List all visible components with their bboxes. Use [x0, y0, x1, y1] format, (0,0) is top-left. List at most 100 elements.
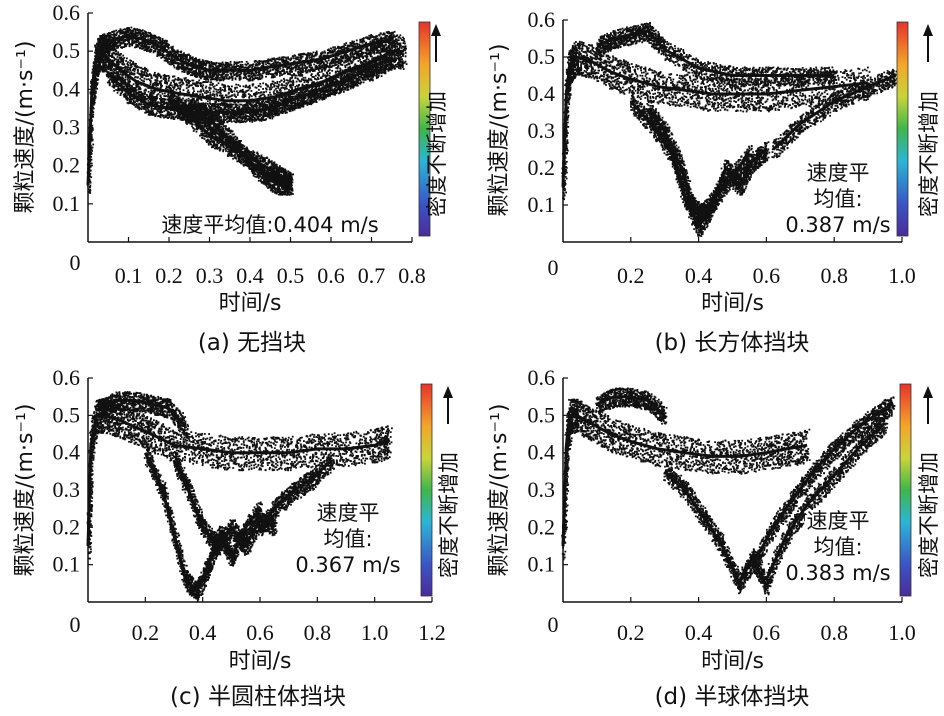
scatter-point: [89, 186, 91, 188]
scatter-point: [406, 63, 408, 65]
scatter-point: [99, 67, 101, 69]
scatter-point: [256, 91, 258, 93]
scatter-point: [131, 42, 133, 44]
scatter-point: [127, 27, 129, 29]
scatter-point: [124, 40, 126, 42]
scatter-point: [118, 63, 120, 65]
scatter-point: [106, 60, 108, 62]
scatter-point: [134, 34, 136, 36]
scatter-point: [220, 95, 222, 97]
scatter-point: [166, 87, 168, 89]
scatter-point: [121, 47, 123, 49]
scatter-point: [228, 89, 230, 91]
scatter-point: [396, 35, 398, 37]
scatter-point: [226, 94, 228, 96]
scatter-point: [318, 75, 320, 77]
scatter-point: [229, 67, 231, 69]
scatter-point: [160, 82, 162, 84]
scatter-point: [197, 100, 199, 102]
scatter-point: [205, 86, 207, 88]
scatter-point: [219, 77, 221, 79]
scatter-point: [255, 87, 257, 89]
scatter-point: [214, 85, 216, 87]
scatter-point: [177, 51, 179, 53]
scatter-point: [340, 69, 342, 71]
scatter-point: [191, 57, 193, 59]
scatter-point: [99, 37, 101, 39]
scatter-point: [270, 83, 272, 85]
scatter-point: [204, 81, 206, 83]
scatter-point: [269, 92, 271, 94]
scatter-point: [231, 95, 233, 97]
scatter-point: [129, 79, 131, 81]
scatter-point: [150, 81, 152, 83]
scatter-point: [153, 75, 155, 77]
scatter-point: [378, 75, 380, 77]
scatter-point: [236, 87, 238, 89]
scatter-point: [135, 44, 137, 46]
scatter-point: [294, 77, 296, 79]
scatter-point: [243, 67, 245, 69]
scatter-point: [206, 75, 208, 77]
scatter-point: [223, 86, 225, 88]
scatter-point: [132, 73, 134, 75]
scatter-point: [239, 85, 241, 87]
scatter-point: [252, 85, 254, 87]
scatter-point: [188, 60, 190, 62]
scatter-point: [153, 84, 155, 86]
scatter-point: [237, 92, 239, 94]
scatter-point: [311, 73, 313, 75]
scatter-point: [287, 80, 289, 82]
scatter-point: [135, 63, 137, 65]
scatter-point: [220, 93, 222, 95]
scatter-point: [91, 153, 93, 155]
scatter-point: [222, 89, 224, 91]
scatter-point: [149, 73, 151, 75]
scatter-point: [242, 96, 244, 98]
scatter-point: [94, 93, 96, 95]
scatter-point: [276, 91, 278, 93]
scatter-point: [214, 62, 216, 64]
scatter-point: [166, 83, 168, 85]
scatter-point: [206, 92, 208, 94]
scatter-point: [97, 44, 99, 46]
scatter-point: [308, 80, 310, 82]
scatter-point: [195, 61, 197, 63]
scatter-point: [131, 27, 133, 29]
scatter-point: [280, 90, 282, 92]
scatter-point: [337, 68, 339, 70]
scatter-point: [214, 95, 216, 97]
scatter-point: [273, 91, 275, 93]
scatter-point: [216, 95, 218, 97]
scatter-point: [274, 89, 276, 91]
scatter-point: [209, 100, 211, 102]
scatter-point: [305, 77, 307, 79]
scatter-point: [235, 84, 237, 86]
scatter-point: [148, 91, 150, 93]
scatter-point: [117, 31, 119, 33]
scatter-point: [209, 84, 211, 86]
scatter-point: [236, 65, 238, 67]
scatter-point: [140, 36, 142, 38]
scatter-point: [210, 82, 212, 84]
scatter-point: [201, 86, 203, 88]
scatter-point: [122, 55, 124, 57]
scatter-point: [301, 75, 303, 77]
scatter-point: [146, 46, 148, 48]
scatter-point: [154, 36, 156, 38]
scatter-point: [215, 89, 217, 91]
scatter-point: [145, 89, 147, 91]
scatter-point: [292, 83, 294, 85]
scatter-point: [147, 74, 149, 76]
scatter-point: [369, 80, 371, 82]
scatter-point: [137, 69, 139, 71]
scatter-point: [209, 72, 211, 74]
scatter-point: [148, 48, 150, 50]
scatter-point: [147, 32, 149, 34]
scatter-point: [405, 47, 407, 49]
scatter-point: [378, 50, 380, 52]
scatter-point: [258, 89, 260, 91]
scatter-point: [233, 65, 235, 67]
scatter-point: [371, 56, 373, 58]
scatter-point: [274, 93, 276, 95]
